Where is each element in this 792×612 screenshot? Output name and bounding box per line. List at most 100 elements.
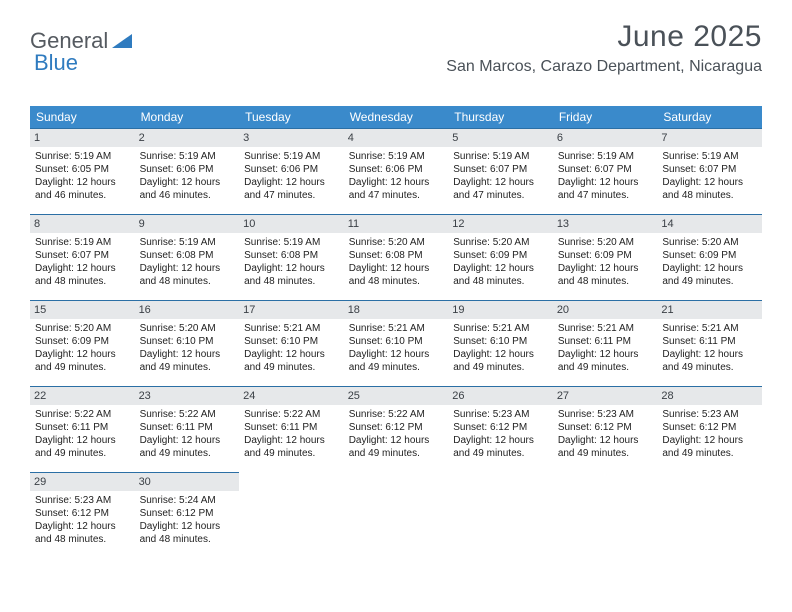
sunset-text: Sunset: 6:09 PM [662,249,757,262]
daylight-text: Daylight: 12 hours and 49 minutes. [244,348,339,374]
calendar-week: 22Sunrise: 5:22 AMSunset: 6:11 PMDayligh… [30,387,762,473]
daylight-text: Daylight: 12 hours and 49 minutes. [349,434,444,460]
day-number: 15 [30,301,135,319]
sunset-text: Sunset: 6:10 PM [349,335,444,348]
daylight-text: Daylight: 12 hours and 47 minutes. [244,176,339,202]
sunset-text: Sunset: 6:10 PM [244,335,339,348]
sunrise-text: Sunrise: 5:22 AM [35,408,130,421]
day-number: 27 [553,387,658,405]
day-number: 20 [553,301,658,319]
calendar-day-cell: 18 Sunrise: 5:21 AMSunset: 6:10 PMDayligh… [344,301,449,387]
sunrise-text: Sunrise: 5:21 AM [558,322,653,335]
day-number: 23 [135,387,240,405]
calendar-day-cell: 24Sunrise: 5:22 AMSunset: 6:11 PMDayligh… [239,387,344,473]
sunset-text: Sunset: 6:12 PM [140,507,235,520]
sunset-text: Sunset: 6:06 PM [140,163,235,176]
calendar-day-cell: 9Sunrise: 5:19 AMSunset: 6:08 PMDaylight… [135,215,240,301]
calendar-day-cell: 10Sunrise: 5:19 AMSunset: 6:08 PMDayligh… [239,215,344,301]
sunset-text: Sunset: 6:06 PM [244,163,339,176]
sunrise-text: Sunrise: 5:20 AM [453,236,548,249]
sunset-text: Sunset: 6:07 PM [558,163,653,176]
weekday-header: Sunday [30,106,135,129]
calendar-day-cell: 16Sunrise: 5:20 AMSunset: 6:10 PMDayligh… [135,301,240,387]
calendar-day-cell: 3Sunrise: 5:19 AMSunset: 6:06 PMDaylight… [239,129,344,215]
calendar-week: 8Sunrise: 5:19 AMSunset: 6:07 PMDaylight… [30,215,762,301]
calendar-day-cell: 15Sunrise: 5:20 AMSunset: 6:09 PMDayligh… [30,301,135,387]
calendar-day-cell: 20Sunrise: 5:21 AMSunset: 6:11 PMDayligh… [553,301,658,387]
calendar-day-cell: 4Sunrise: 5:19 AMSunset: 6:06 PMDaylight… [344,129,449,215]
day-number: 10 [239,215,344,233]
weekday-header: Wednesday [344,106,449,129]
sunrise-text: Sunrise: 5:24 AM [140,494,235,507]
daylight-text: Daylight: 12 hours and 48 minutes. [140,262,235,288]
weekday-header-row: SundayMondayTuesdayWednesdayThursdayFrid… [30,106,762,129]
sunrise-text: Sunrise: 5:19 AM [244,236,339,249]
day-number: 17 [239,301,344,319]
sunrise-text: Sunrise: 5:19 AM [140,236,235,249]
sunset-text: Sunset: 6:09 PM [558,249,653,262]
day-number: 30 [135,473,240,491]
daylight-text: Daylight: 12 hours and 47 minutes. [349,176,444,202]
calendar-day-cell [448,473,553,559]
daylight-text: Daylight: 12 hours and 49 minutes. [244,434,339,460]
sunrise-text: Sunrise: 5:23 AM [558,408,653,421]
day-number: 5 [448,129,553,147]
sunrise-text: Sunrise: 5:19 AM [244,150,339,163]
sunrise-text: Sunrise: 5:19 AM [140,150,235,163]
sunrise-text: Sunrise: 5:23 AM [453,408,548,421]
title-block: June 2025 San Marcos, Carazo Department,… [446,20,762,76]
sunset-text: Sunset: 6:10 PM [453,335,548,348]
daylight-text: Daylight: 12 hours and 49 minutes. [558,348,653,374]
calendar-day-cell: 29Sunrise: 5:23 AMSunset: 6:12 PMDayligh… [30,473,135,559]
daylight-text: Daylight: 12 hours and 47 minutes. [453,176,548,202]
sunset-text: Sunset: 6:11 PM [140,421,235,434]
day-number: 16 [135,301,240,319]
sunset-text: Sunset: 6:07 PM [453,163,548,176]
daylight-text: Daylight: 12 hours and 48 minutes. [35,520,130,546]
day-number: 11 [344,215,449,233]
sunset-text: Sunset: 6:07 PM [35,249,130,262]
day-number: 2 [135,129,240,147]
daylight-text: Daylight: 12 hours and 46 minutes. [35,176,130,202]
calendar-day-cell: 6Sunrise: 5:19 AMSunset: 6:07 PMDaylight… [553,129,658,215]
calendar-page: General June 2025 San Marcos, Carazo Dep… [0,0,792,579]
sunrise-text: Sunrise: 5:20 AM [558,236,653,249]
calendar-day-cell: 12Sunrise: 5:20 AMSunset: 6:09 PMDayligh… [448,215,553,301]
weekday-header: Tuesday [239,106,344,129]
sunrise-text: Sunrise: 5:19 AM [453,150,548,163]
sunset-text: Sunset: 6:12 PM [558,421,653,434]
daylight-text: Daylight: 12 hours and 49 minutes. [453,348,548,374]
sunrise-text: Sunrise: 5:22 AM [349,408,444,421]
calendar-day-cell: 25Sunrise: 5:22 AMSunset: 6:12 PMDayligh… [344,387,449,473]
day-number: 18 [344,301,449,319]
weekday-header: Monday [135,106,240,129]
sunrise-text: Sunrise: 5:20 AM [35,322,130,335]
sunset-text: Sunset: 6:11 PM [35,421,130,434]
sunrise-text: Sunrise: 5:21 AM [349,322,444,335]
calendar-day-cell: 17Sunrise: 5:21 AMSunset: 6:10 PMDayligh… [239,301,344,387]
calendar-day-cell: 5 Sunrise: 5:19 AMSunset: 6:07 PMDaylight… [448,129,553,215]
daylight-text: Daylight: 12 hours and 49 minutes. [35,348,130,374]
day-number: 26 [448,387,553,405]
sunset-text: Sunset: 6:08 PM [140,249,235,262]
sunset-text: Sunset: 6:10 PM [140,335,235,348]
sunset-text: Sunset: 6:07 PM [662,163,757,176]
sunrise-text: Sunrise: 5:19 AM [558,150,653,163]
day-number: 25 [344,387,449,405]
calendar-week: 1Sunrise: 5:19 AMSunset: 6:05 PMDaylight… [30,129,762,215]
day-number: 28 [657,387,762,405]
sunrise-text: Sunrise: 5:19 AM [35,236,130,249]
calendar-day-cell [239,473,344,559]
sunrise-text: Sunrise: 5:22 AM [244,408,339,421]
logo-sub: Blue [34,50,78,76]
sunset-text: Sunset: 6:05 PM [35,163,130,176]
weekday-header: Saturday [657,106,762,129]
daylight-text: Daylight: 12 hours and 49 minutes. [349,348,444,374]
calendar-day-cell: 23Sunrise: 5:22 AMSunset: 6:11 PMDayligh… [135,387,240,473]
sunrise-text: Sunrise: 5:19 AM [35,150,130,163]
daylight-text: Daylight: 12 hours and 48 minutes. [453,262,548,288]
sunset-text: Sunset: 6:09 PM [453,249,548,262]
sunrise-text: Sunrise: 5:23 AM [662,408,757,421]
daylight-text: Daylight: 12 hours and 49 minutes. [662,348,757,374]
day-number: 22 [30,387,135,405]
